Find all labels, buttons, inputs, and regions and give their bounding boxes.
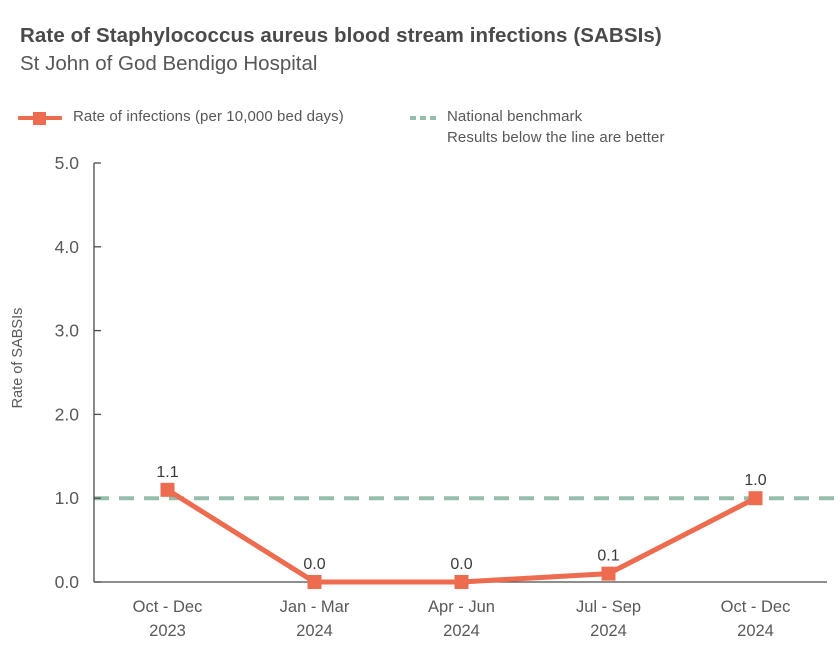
x-tick-label-period: Jan - Mar [280,598,350,616]
chart-header: Rate of Staphylococcus aureus blood stre… [20,22,828,79]
y-axis-title: Rate of SABSIs [10,308,26,409]
benchmark-legend-note: Results below the line are better [447,129,665,146]
data-point-label: 0.0 [303,556,325,573]
x-tick-label-year: 2023 [149,622,186,640]
series-line-swatch [18,111,62,125]
x-tick-label-period: Oct - Dec [721,598,791,616]
data-point-label: 1.1 [156,464,178,481]
series-square-marker-icon [33,111,46,125]
y-tick-label: 3.0 [55,321,80,341]
series-legend-label: Rate of infections (per 10,000 bed days) [73,108,344,125]
chart-title: Rate of Staphylococcus aureus blood stre… [20,24,662,47]
y-tick-label: 4.0 [55,237,80,257]
data-point-marker [748,491,763,506]
y-tick-label: 1.0 [55,488,80,508]
sabsi-line-chart: 0.0 1.0 2.0 3.0 4.0 5.0 Rate of SABSIs Oct - De… [10,153,839,640]
x-tick-label-year: 2024 [590,622,627,640]
x-tick-label-period: Apr - Jun [428,598,495,616]
y-tick-label: 5.0 [55,153,80,173]
x-tick-label-year: 2024 [296,622,333,640]
x-tick-label-year: 2024 [443,622,480,640]
data-point-marker [454,575,469,589]
benchmark-legend-label: National benchmark [447,108,583,125]
chart-legend: Rate of infections (per 10,000 bed days)… [0,106,840,148]
data-point-label: 0.0 [450,556,472,573]
legend-item-infection-rate: Rate of infections (per 10,000 bed days) [18,106,344,127]
x-tick-label-period: Oct - Dec [133,598,203,616]
y-tick-label: 2.0 [55,404,80,424]
chart-subtitle: St John of God Bendigo Hospital [20,52,318,75]
x-tick-label-period: Jul - Sep [576,598,641,616]
y-tick-label: 0.0 [55,572,80,592]
data-point-marker [601,566,616,581]
benchmark-dashed-line-icon [410,116,436,120]
legend-item-benchmark: National benchmark Results below the lin… [410,106,665,148]
data-point-label: 0.1 [597,548,619,565]
data-point-marker [307,575,322,589]
data-point-label: 1.0 [744,472,766,489]
x-tick-label-year: 2024 [737,622,774,640]
data-point-marker [160,482,175,497]
